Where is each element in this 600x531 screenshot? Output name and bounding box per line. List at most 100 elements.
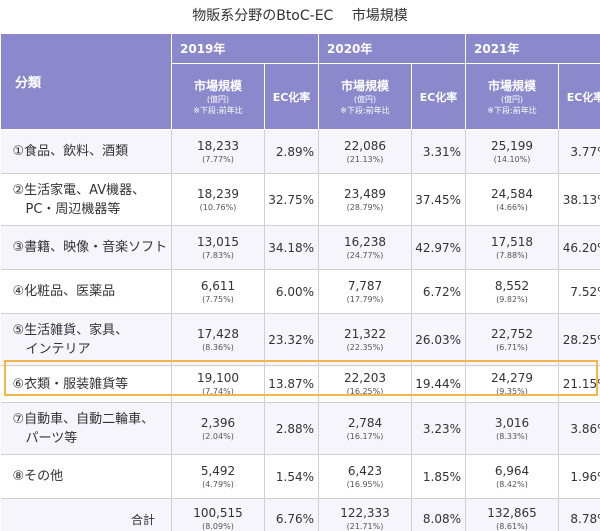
table-row: ③書籍、映像・音楽ソフト 13,015 (7.83%) 34.18% 16,238 (24… [0, 225, 600, 270]
table-row: ⑤生活雑貨、家具、 インテリア 17,428 (8.36%) 23.32% 21,322(… [0, 313, 600, 366]
yoy-growth: (14.10%) [493, 154, 531, 164]
market-size-value: 21,322 [344, 326, 386, 341]
yoy-growth: (21.13%) [346, 154, 384, 164]
yoy-growth: (9.35%) [496, 387, 528, 396]
total-market-size-value: 132,865 [487, 506, 537, 520]
yoy-growth: (17.79%) [346, 294, 384, 304]
market-size-header: 市場規模 (億円) ※下段:前年比 [465, 63, 559, 130]
ec-rate-cell: 7.52% [558, 269, 600, 314]
page-title: 物販系分野のBtoC-EC 市場規模 [192, 8, 408, 24]
market-size-header: 市場規模 (億円) ※下段:前年比 [318, 63, 412, 130]
yoy-growth: (9.82%) [496, 294, 528, 304]
yoy-growth: (7.77%) [202, 154, 234, 164]
total-market-size-value: 122,333 [340, 506, 390, 520]
yoy-growth: (28.79%) [346, 202, 384, 212]
ec-rate-cell: 32.75% [264, 173, 319, 226]
market-size-value: 8,552 [494, 278, 530, 293]
market-size-cell: 25,199 (14.10%) [465, 129, 559, 174]
total-market-size-value: 100,515 [193, 506, 243, 520]
market-size-value: 18,239 [197, 186, 239, 201]
yoy-growth: (8.36%) [202, 342, 234, 352]
category-cell: ④化粧品、医薬品 [0, 269, 172, 314]
category-label: PC・周辺機器等 [25, 201, 121, 217]
market-size-value: 24,584 [491, 186, 533, 201]
category-header: 分類 [0, 33, 172, 130]
total-label: 合計 [0, 498, 172, 531]
year-header-2021: 2021年 [465, 33, 600, 64]
category-label: ⑥衣類・服装雑貨等 [12, 376, 129, 392]
market-size-value: 6,611 [200, 278, 236, 293]
market-size-table: 分類 2019年 2020年 2021年 市場規模 (億円) ※下段:前年比 EC化… [0, 33, 600, 531]
market-size-value: 2,784 [347, 415, 383, 430]
ec-rate-cell: 42.97% [411, 225, 466, 270]
yoy-growth: (22.35%) [346, 342, 384, 352]
ec-rate-cell: 3.77% [558, 129, 600, 174]
total-yoy-growth: (21.71%) [346, 522, 384, 531]
category-label: ①食品、飲料、酒類 [12, 144, 129, 159]
market-size-cell: 6,611 (7.75%) [171, 269, 265, 314]
yoy-growth: (2.04%) [202, 431, 234, 441]
total-market-size-cell: 122,333 (21.71%) [318, 498, 412, 531]
ec-rate-cell: 1.85% [411, 454, 466, 499]
ec-rate-cell: 2.88% [264, 402, 319, 455]
yoy-growth: (16.17%) [346, 431, 384, 441]
market-size-cell: 8,552 (9.82%) [465, 269, 559, 314]
ec-rate-cell: 46.20% [558, 225, 600, 270]
ec-rate-cell: 3.86% [558, 402, 600, 455]
market-size-value: 6,964 [494, 463, 530, 478]
yoy-growth: (7.88%) [496, 250, 528, 260]
market-size-value: 22,203 [344, 371, 386, 385]
yoy-growth: (10.76%) [199, 202, 237, 212]
ec-rate-cell: 38.13% [558, 173, 600, 226]
market-size-cell: 3,016 (8.33%) [465, 402, 559, 455]
ec-rate-cell: 21.15% [558, 365, 600, 403]
table-row: ①食品、飲料、酒類 18,233 (7.77%) 2.89% 22,086 (21.13%… [0, 129, 600, 174]
ec-rate-header: EC化率 [264, 63, 319, 130]
category-label: ⑦自動車、自動二輪車、 [12, 411, 155, 427]
total-ec-rate-cell: 8.78% [558, 498, 600, 531]
yoy-growth: (7.83%) [202, 250, 234, 260]
market-size-cell: 24,584 (4.66%) [465, 173, 559, 226]
total-market-size-cell: 132,865 (8.61%) [465, 498, 559, 531]
yoy-growth: (8.42%) [496, 479, 528, 489]
category-label: ④化粧品、医薬品 [12, 284, 116, 299]
year-header-2019: 2019年 [171, 33, 319, 64]
market-size-cell: 2,784 (16.17%) [318, 402, 412, 455]
column-header-row: 市場規模 (億円) ※下段:前年比 EC化率 市場規模 (億円) ※下段:前年比 EC化… [1, 63, 600, 130]
yoy-growth: (6.71%) [496, 342, 528, 352]
ec-rate-cell: 6.00% [264, 269, 319, 314]
market-size-value: 22,752 [491, 326, 533, 341]
total-yoy-growth: (8.09%) [202, 522, 234, 531]
ec-rate-cell: 3.23% [411, 402, 466, 455]
market-size-value: 17,428 [197, 326, 239, 341]
total-row: 合計 100,515 (8.09%) 6.76% 122,333 (21.71%) 8.08… [0, 498, 600, 531]
category-cell: ①食品、飲料、酒類 [0, 129, 172, 174]
market-size-value: 22,086 [344, 138, 386, 153]
market-size-cell: 13,015 (7.83%) [171, 225, 265, 270]
total-yoy-growth: (8.61%) [496, 522, 528, 531]
ec-rate-header: EC化率 [558, 63, 600, 130]
yoy-growth: (16.25%) [346, 387, 384, 396]
yoy-growth: (7.75%) [202, 294, 234, 304]
year-header-row: 分類 2019年 2020年 2021年 [0, 33, 600, 130]
market-size-value: 13,015 [197, 234, 239, 249]
market-size-value: 25,199 [491, 138, 533, 153]
year-header-2020: 2020年 [318, 33, 466, 64]
market-size-cell: 6,423 (16.95%) [318, 454, 412, 499]
ec-rate-cell: 34.18% [264, 225, 319, 270]
market-size-value: 18,233 [197, 138, 239, 153]
table-row: ②生活家電、AV機器、 PC・周辺機器等 18,239 (10.76%) 32.75% 2… [0, 173, 600, 226]
market-size-cell: 18,239 (10.76%) [171, 173, 265, 226]
table-row: ⑥衣類・服装雑貨等 19,100 (7.74%) 13.87% 22,203 (16.25… [0, 365, 600, 403]
market-size-value: 19,100 [197, 371, 239, 385]
yoy-growth: (24.77%) [346, 250, 384, 260]
market-size-header: 市場規模 (億円) ※下段:前年比 [171, 63, 265, 130]
market-size-value: 7,787 [347, 278, 383, 293]
market-size-cell: 5,492 (4.79%) [171, 454, 265, 499]
market-size-cell: 22,752 (6.71%) [465, 313, 559, 366]
category-cell: ②生活家電、AV機器、 PC・周辺機器等 [0, 173, 172, 226]
category-cell: ⑧その他 [0, 454, 172, 499]
category-cell: ③書籍、映像・音楽ソフト [0, 225, 172, 270]
market-size-cell: 21,322 (22.35%) [318, 313, 412, 366]
ec-rate-cell: 3.31% [411, 129, 466, 174]
